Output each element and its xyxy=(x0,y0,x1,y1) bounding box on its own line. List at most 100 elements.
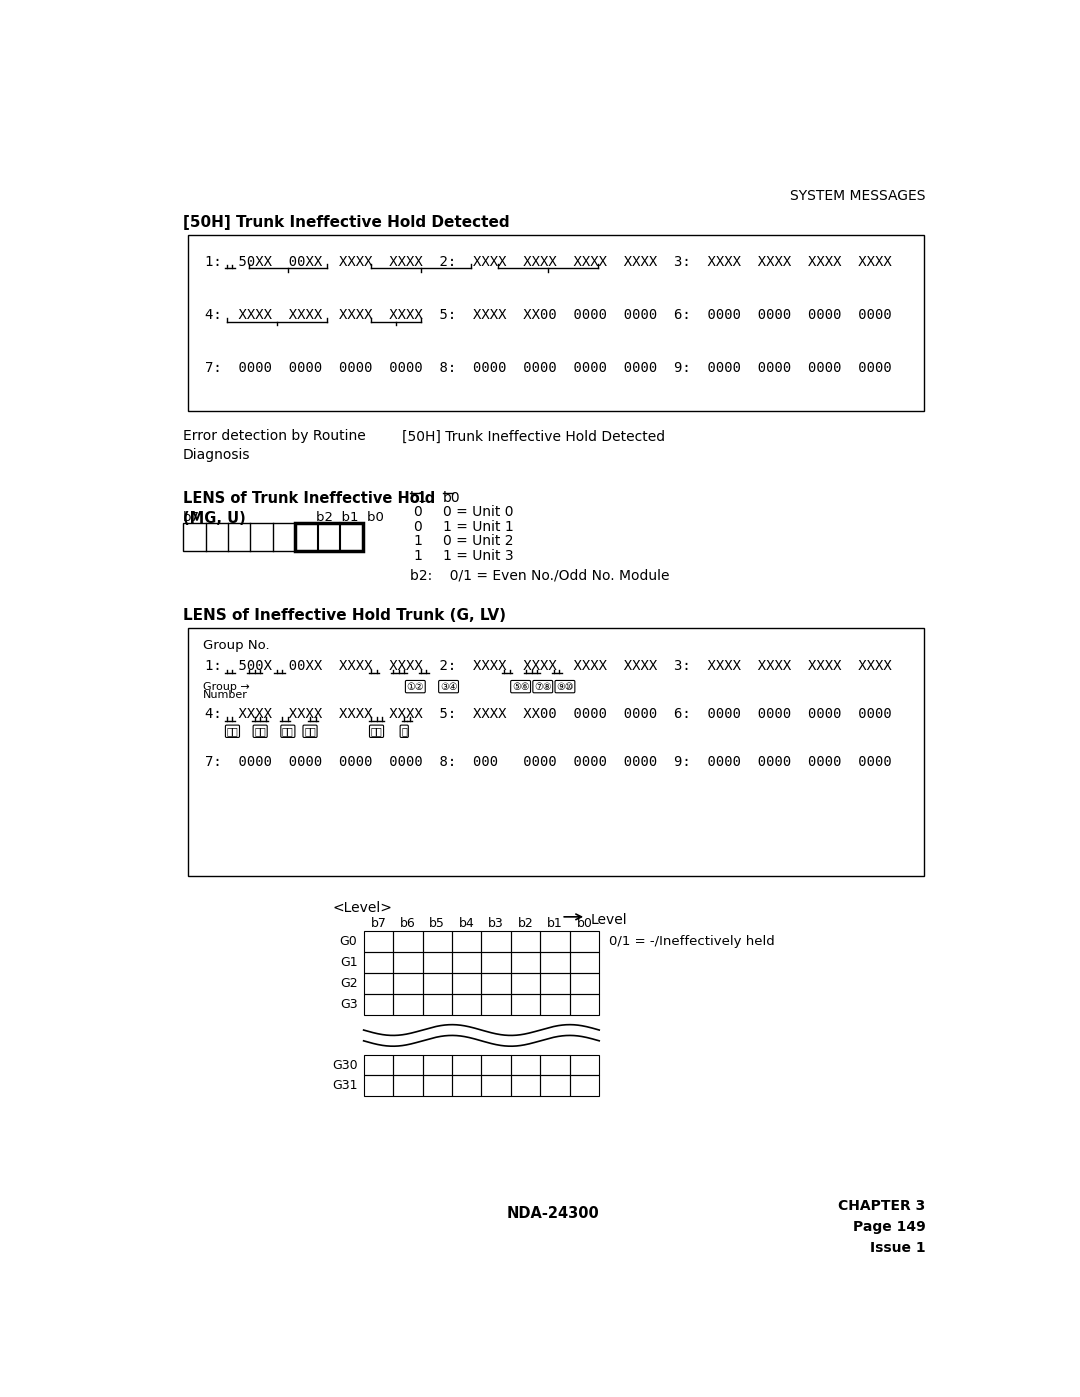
Text: G30: G30 xyxy=(332,1059,357,1071)
Text: G3: G3 xyxy=(340,997,357,1011)
Bar xyxy=(540,1076,570,1097)
Bar xyxy=(364,953,393,974)
Text: b7: b7 xyxy=(183,511,200,524)
Text: b6: b6 xyxy=(400,916,416,930)
Bar xyxy=(393,1076,422,1097)
Text: b0: b0 xyxy=(443,490,460,506)
Text: 1:  50XX  00XX  XXXX  XXXX  2:  XXXX  XXXX  XXXX  XXXX  3:  XXXX  XXXX  XXXX  XX: 1: 50XX 00XX XXXX XXXX 2: XXXX XXXX XXXX… xyxy=(205,254,891,268)
Bar xyxy=(393,993,422,1014)
Text: ⑻: ⑻ xyxy=(402,726,407,736)
Text: [50H] Trunk Ineffective Hold Detected: [50H] Trunk Ineffective Hold Detected xyxy=(403,429,665,443)
Text: b1: b1 xyxy=(410,490,428,506)
Text: Error detection by Routine
Diagnosis: Error detection by Routine Diagnosis xyxy=(183,429,366,462)
Text: ⑤⑥: ⑤⑥ xyxy=(512,682,529,692)
Bar xyxy=(511,1076,540,1097)
Bar xyxy=(451,932,482,953)
Bar xyxy=(511,1055,540,1076)
Bar xyxy=(540,932,570,953)
Bar xyxy=(393,932,422,953)
Text: ⑷⑸: ⑷⑸ xyxy=(305,726,316,736)
Text: b4: b4 xyxy=(459,916,474,930)
Text: ⑦⑧: ⑦⑧ xyxy=(534,682,552,692)
Text: 0 = Unit 0: 0 = Unit 0 xyxy=(443,504,513,518)
Text: ⑳⑴: ⑳⑴ xyxy=(254,726,266,736)
Text: Number: Number xyxy=(203,690,248,700)
Text: LENS of Trunk Ineffective Hold
(MG, U): LENS of Trunk Ineffective Hold (MG, U) xyxy=(183,490,435,525)
Text: b0: b0 xyxy=(577,916,593,930)
Text: ⑹⑺: ⑹⑺ xyxy=(370,726,382,736)
Text: 0: 0 xyxy=(414,504,422,518)
Bar xyxy=(451,974,482,993)
Bar xyxy=(364,974,393,993)
Bar xyxy=(540,974,570,993)
Text: Level: Level xyxy=(591,914,627,928)
Bar xyxy=(540,993,570,1014)
Bar xyxy=(482,932,511,953)
Bar xyxy=(451,1076,482,1097)
Bar xyxy=(511,932,540,953)
Bar xyxy=(570,993,599,1014)
Text: G2: G2 xyxy=(340,977,357,990)
Text: 0/1 = -/Ineffectively held: 0/1 = -/Ineffectively held xyxy=(608,936,774,949)
Text: <Level>: <Level> xyxy=(333,901,392,915)
Text: 0 = Unit 2: 0 = Unit 2 xyxy=(443,534,513,548)
Bar xyxy=(364,993,393,1014)
Text: 7:  0000  0000  0000  0000  8:  0000  0000  0000  0000  9:  0000  0000  0000  00: 7: 0000 0000 0000 0000 8: 0000 0000 0000… xyxy=(205,360,891,374)
Bar xyxy=(393,953,422,974)
Text: 1 = Unit 1: 1 = Unit 1 xyxy=(443,520,513,534)
Text: ⑵⑶: ⑵⑶ xyxy=(282,726,294,736)
Bar xyxy=(482,993,511,1014)
Text: G1: G1 xyxy=(340,956,357,970)
Text: 1: 1 xyxy=(414,534,422,548)
Text: CHAPTER 3
Page 149
Issue 1: CHAPTER 3 Page 149 Issue 1 xyxy=(838,1200,926,1255)
Text: 0: 0 xyxy=(414,520,422,534)
Text: b2  b1  b0: b2 b1 b0 xyxy=(316,511,384,524)
Bar xyxy=(511,993,540,1014)
Text: b3: b3 xyxy=(488,916,504,930)
Text: 7:  0000  0000  0000  0000  8:  000   0000  0000  0000  9:  0000  0000  0000  00: 7: 0000 0000 0000 0000 8: 000 0000 0000 … xyxy=(205,756,891,770)
Bar xyxy=(393,974,422,993)
Bar xyxy=(422,932,451,953)
Bar xyxy=(511,974,540,993)
Text: b7: b7 xyxy=(370,916,387,930)
Bar xyxy=(422,953,451,974)
Text: ⑨⑩: ⑨⑩ xyxy=(556,682,573,692)
Text: G31: G31 xyxy=(332,1080,357,1092)
Bar xyxy=(183,524,363,550)
Text: Group No.: Group No. xyxy=(203,638,270,652)
Text: ①②: ①② xyxy=(406,682,424,692)
Bar xyxy=(482,953,511,974)
Bar xyxy=(364,932,393,953)
Bar xyxy=(570,953,599,974)
Text: [50H] Trunk Ineffective Hold Detected: [50H] Trunk Ineffective Hold Detected xyxy=(183,215,510,231)
Bar xyxy=(570,1076,599,1097)
Text: SYSTEM MESSAGES: SYSTEM MESSAGES xyxy=(789,189,926,203)
Bar xyxy=(451,993,482,1014)
Text: b2: b2 xyxy=(517,916,534,930)
Text: Group →: Group → xyxy=(203,682,249,692)
Bar xyxy=(422,993,451,1014)
Bar xyxy=(451,1055,482,1076)
Bar xyxy=(570,974,599,993)
Text: G0: G0 xyxy=(340,936,357,949)
Text: 1:  500X  00XX  XXXX  XXXX  2:  XXXX  XXXX  XXXX  XXXX  3:  XXXX  XXXX  XXXX  XX: 1: 500X 00XX XXXX XXXX 2: XXXX XXXX XXXX… xyxy=(205,659,891,673)
Text: 4:  XXXX  XXXX  XXXX  XXXX  5:  XXXX  XX00  0000  0000  6:  0000  0000  0000  00: 4: XXXX XXXX XXXX XXXX 5: XXXX XX00 0000… xyxy=(205,707,891,721)
Bar xyxy=(451,953,482,974)
Bar xyxy=(540,1055,570,1076)
Text: b5: b5 xyxy=(430,916,445,930)
Bar xyxy=(422,1076,451,1097)
Bar xyxy=(422,974,451,993)
Bar xyxy=(364,1076,393,1097)
Bar xyxy=(393,1055,422,1076)
Bar xyxy=(570,1055,599,1076)
Text: ⑱⑲: ⑱⑲ xyxy=(227,726,239,736)
Bar xyxy=(482,974,511,993)
Text: 4:  XXXX  XXXX  XXXX  XXXX  5:  XXXX  XX00  0000  0000  6:  0000  0000  0000  00: 4: XXXX XXXX XXXX XXXX 5: XXXX XX00 0000… xyxy=(205,307,891,321)
Bar xyxy=(364,1055,393,1076)
Bar xyxy=(422,1055,451,1076)
Text: LENS of Ineffective Hold Trunk (G, LV): LENS of Ineffective Hold Trunk (G, LV) xyxy=(183,608,507,623)
Bar xyxy=(296,524,363,550)
Bar xyxy=(482,1076,511,1097)
Text: 1 = Unit 3: 1 = Unit 3 xyxy=(443,549,513,563)
Text: 1: 1 xyxy=(414,549,422,563)
